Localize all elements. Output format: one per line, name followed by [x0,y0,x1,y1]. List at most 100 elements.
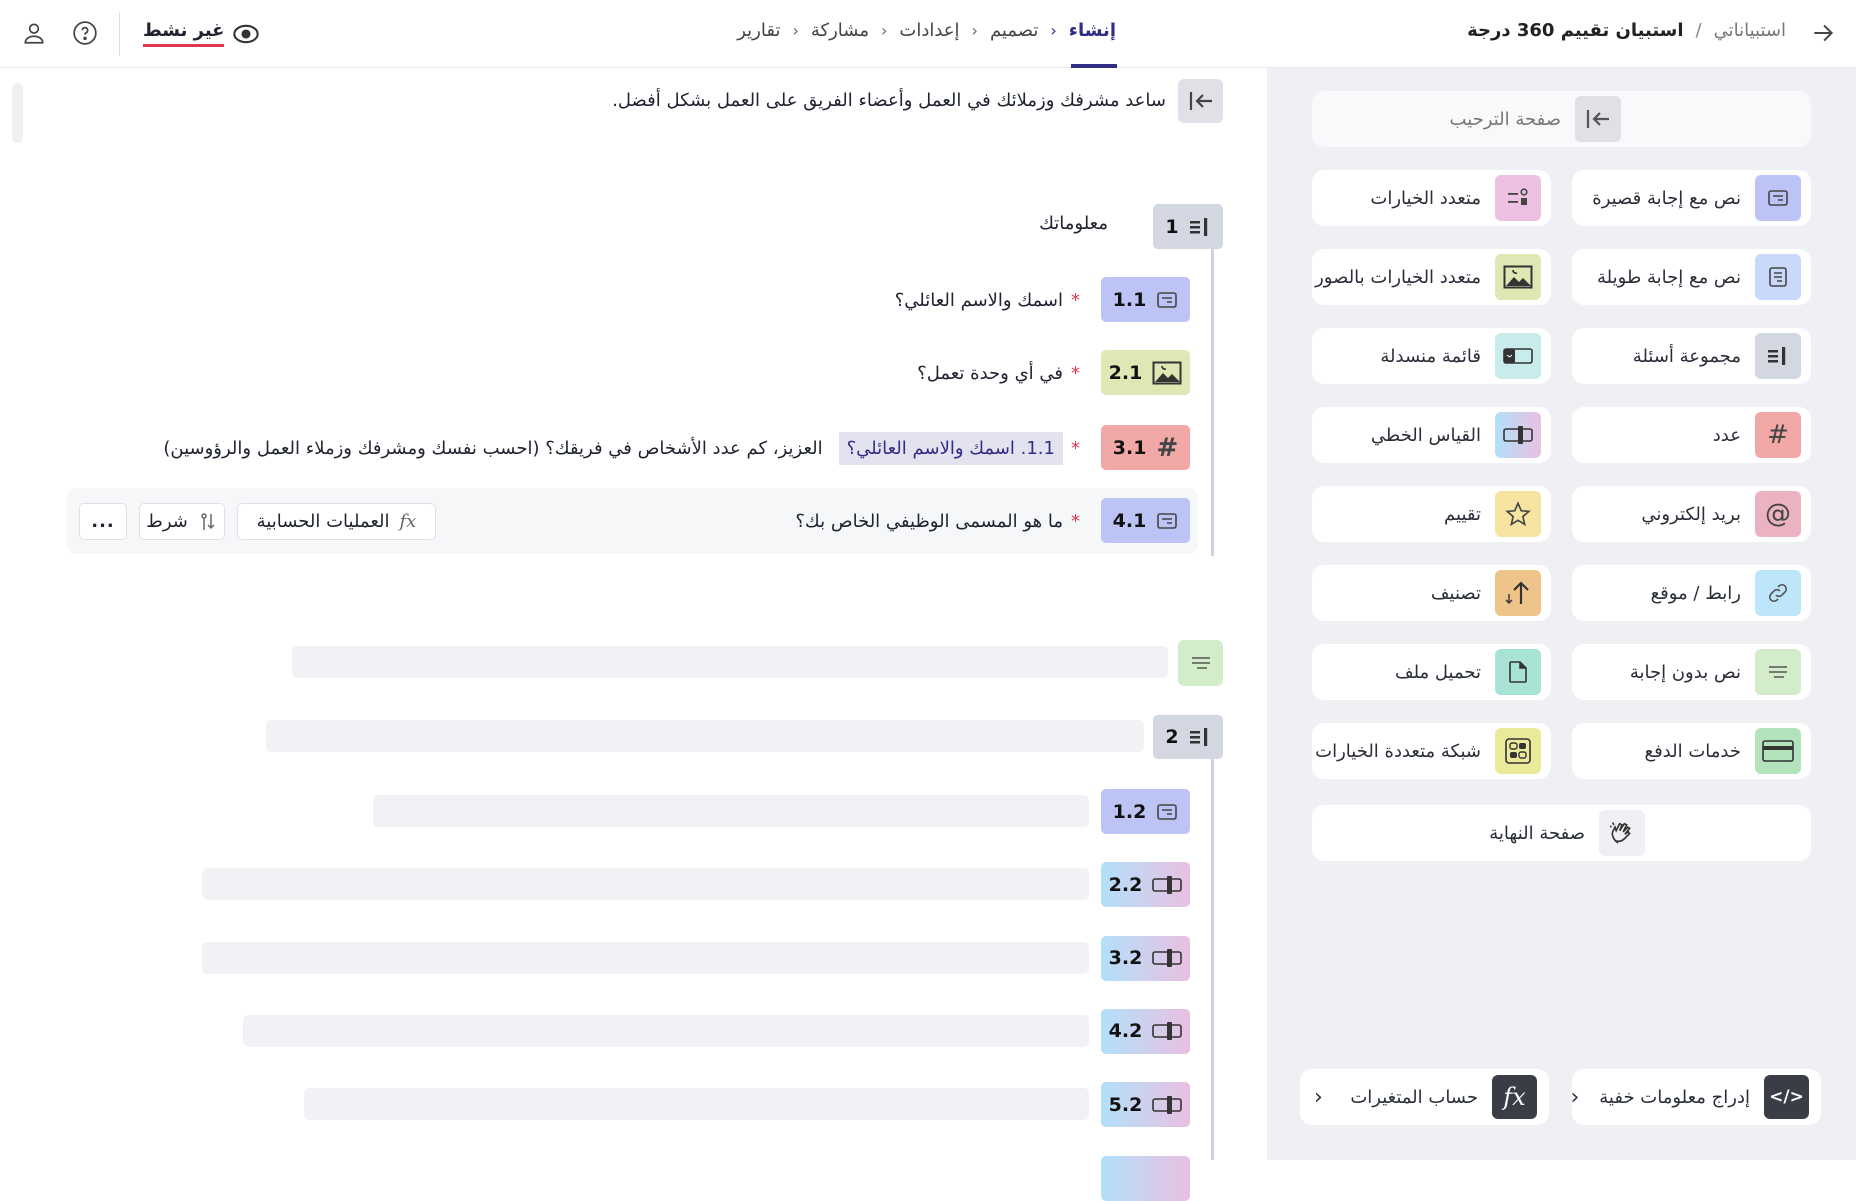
chevron-left-icon: ‹ [1314,1084,1323,1110]
scrollbar[interactable] [12,83,23,143]
variables-button[interactable]: fx حساب المتغيرات ‹ [1300,1069,1549,1125]
question-badge[interactable]: 3.1 # [1101,425,1190,470]
calculations-label: العمليات الحسابية [256,511,390,532]
top-bar: استبياناتي / استبيان تقييم 360 درجة إنشا… [0,0,1856,68]
survey-description[interactable]: ساعد مشرفك وزملائك في العمل وأعضاء الفري… [612,90,1166,111]
question-type-text-short[interactable]: نص مع إجابة قصيرة [1572,170,1811,226]
question-type-star[interactable]: تقييم [1312,486,1551,542]
question-type-multi-choice[interactable]: متعدد الخيارات [1312,170,1551,226]
tab-settings[interactable]: إعدادات [899,20,960,41]
question-type-file[interactable]: تحميل ملف [1312,644,1551,700]
text-long-icon [1755,254,1801,300]
required-asterisk: * [1071,289,1080,311]
section-1-title[interactable]: معلوماتك [1039,213,1108,234]
statement-lines-icon[interactable] [1178,640,1223,686]
question-badge[interactable]: 3.2 [1101,935,1190,981]
question-type-image[interactable]: متعدد الخيارات بالصور [1312,249,1551,305]
question-type-link[interactable]: رابط / موقع [1572,565,1811,621]
tab-create[interactable]: إنشاء [1068,20,1116,41]
section-2-line [1211,759,1214,1160]
question-placeholder[interactable] [243,1014,1089,1047]
condition-button[interactable]: شرط [139,503,225,540]
question-type-scale[interactable]: القياس الخطي [1312,407,1551,463]
question-placeholder[interactable] [202,941,1089,974]
question-placeholder[interactable] [304,1088,1089,1121]
ranking-icon [1495,570,1541,616]
question-type-text-long[interactable]: نص مع إجابة طويلة [1572,249,1811,305]
question-badge[interactable]: 1.1 [1101,277,1190,322]
question-group-icon [1189,217,1211,237]
question-row[interactable]: * ما هو المسمى الوظيفي الخاص بك؟ [795,504,1080,538]
question-badge[interactable]: 2.1 [1101,350,1190,395]
question-badge[interactable]: 2.2 [1101,862,1190,908]
welcome-page-item[interactable]: صفحة الترحيب [1312,91,1811,147]
text-short-icon [1156,290,1178,310]
lines-icon [1755,649,1801,695]
tab-design[interactable]: تصميم [989,20,1039,41]
question-type-group[interactable]: مجموعة أسئلة [1572,328,1811,384]
calculations-button[interactable]: fx العمليات الحسابية [237,503,436,540]
condition-label: شرط [146,511,188,532]
linear-scale-icon [1152,1095,1183,1115]
question-type-label: شبكة متعددة الخيارات [1315,740,1481,762]
question-number: 3.1 [1112,436,1147,459]
status-badge[interactable]: غير نشط [143,20,225,47]
clapping-hands-icon [1599,810,1645,856]
hidden-fields-button[interactable]: </> إدراج معلومات خفية ‹ [1570,1069,1821,1125]
eye-preview-icon[interactable] [232,20,260,48]
variables-label: حساب المتغيرات [1350,1086,1478,1108]
statement-placeholder[interactable] [292,646,1168,678]
dropdown-icon [1495,333,1541,379]
number-icon: # [1755,412,1801,458]
question-type-email[interactable]: @ بريد إلكتروني [1572,486,1811,542]
section-2-badge[interactable]: 2 [1153,715,1223,759]
more-options-button[interactable]: ... [79,503,127,540]
question-type-label: مجموعة أسئلة [1632,345,1741,367]
question-type-label: عدد [1712,424,1741,446]
question-type-card[interactable]: خدمات الدفع [1572,723,1811,779]
question-placeholder[interactable] [373,795,1089,827]
hidden-fields-label: إدراج معلومات خفية [1599,1086,1750,1108]
question-number: 4.1 [1112,509,1147,532]
back-arrow-icon[interactable] [1810,20,1836,46]
question-badge[interactable]: 1.2 [1101,789,1190,834]
user-icon[interactable] [21,20,47,46]
question-type-label: نص مع إجابة طويلة [1597,266,1741,288]
image-icon [1495,254,1541,300]
question-badge[interactable]: 4.2 [1101,1008,1190,1054]
question-row[interactable]: * في أي وحدة تعمل؟ [917,356,1080,390]
section-1-line [1211,249,1214,556]
text-short-icon [1156,511,1178,531]
tab-reports[interactable]: تقارير [737,20,781,41]
end-page-item[interactable]: صفحة النهاية [1312,805,1811,861]
question-row[interactable]: * اسمك والاسم العائلي؟ [895,283,1080,317]
question-number: 1.2 [1112,800,1147,823]
question-type-ranking[interactable]: تصنيف [1312,565,1551,621]
help-icon[interactable] [72,20,98,46]
question-number: 2.1 [1108,361,1143,384]
question-placeholder[interactable] [202,868,1089,901]
question-badge-partial[interactable] [1101,1156,1190,1201]
section-1-badge[interactable]: 1 [1153,204,1223,249]
piped-answer-chip[interactable]: 1.1. اسمك والاسم العائلي؟ [838,431,1063,465]
breadcrumb-my-surveys[interactable]: استبياناتي [1713,20,1786,41]
star-icon [1495,491,1541,537]
question-type-dropdown[interactable]: قائمة منسدلة [1312,328,1551,384]
question-type-label: تقييم [1444,503,1481,525]
question-badge[interactable]: 4.1 [1101,498,1190,543]
question-type-label: متعدد الخيارات [1370,187,1481,209]
question-type-grid[interactable]: شبكة متعددة الخيارات [1312,723,1551,779]
question-badge[interactable]: 5.2 [1101,1082,1190,1128]
tab-share[interactable]: مشاركة [810,20,869,41]
section-2-title-placeholder[interactable] [266,720,1144,752]
question-row[interactable]: * 1.1. اسمك والاسم العائلي؟ العزيز، كم عد… [163,431,1080,465]
linear-scale-icon [1152,875,1183,895]
question-type-number[interactable]: # عدد [1572,407,1811,463]
question-type-label: خدمات الدفع [1644,740,1742,762]
group-icon [1755,333,1801,379]
question-number: 4.2 [1108,1020,1143,1043]
divider [119,12,120,56]
question-type-lines[interactable]: نص بدون إجابة [1572,644,1811,700]
active-tab-underline [1071,64,1117,68]
welcome-collapse-icon[interactable] [1178,79,1223,123]
